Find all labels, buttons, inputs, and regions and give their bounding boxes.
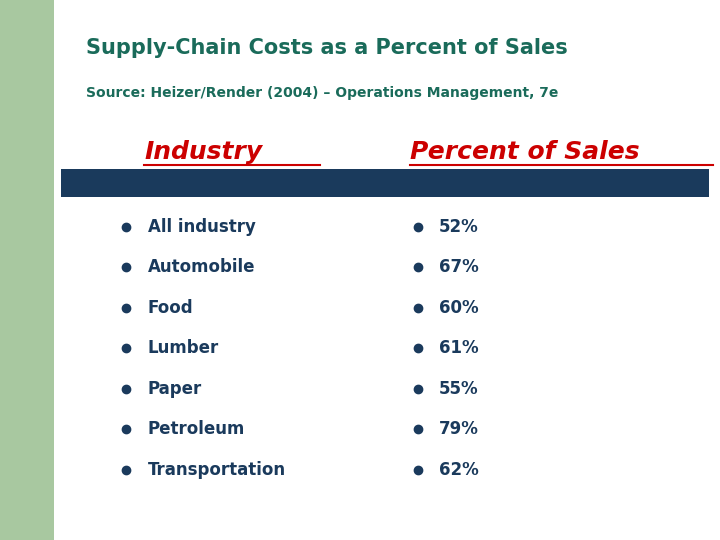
Text: 55%: 55% bbox=[439, 380, 479, 398]
Text: Lumber: Lumber bbox=[148, 339, 219, 357]
Text: 62%: 62% bbox=[439, 461, 479, 479]
Text: 60%: 60% bbox=[439, 299, 479, 317]
FancyBboxPatch shape bbox=[0, 0, 54, 540]
Text: Percent of Sales: Percent of Sales bbox=[410, 140, 640, 164]
Text: Automobile: Automobile bbox=[148, 258, 255, 276]
FancyBboxPatch shape bbox=[61, 169, 709, 197]
Text: 52%: 52% bbox=[439, 218, 479, 236]
Text: All industry: All industry bbox=[148, 218, 256, 236]
Text: Industry: Industry bbox=[144, 140, 262, 164]
Text: Source: Heizer/Render (2004) – Operations Management, 7e: Source: Heizer/Render (2004) – Operation… bbox=[86, 86, 559, 100]
Text: 79%: 79% bbox=[439, 420, 479, 438]
Text: Paper: Paper bbox=[148, 380, 202, 398]
Text: Petroleum: Petroleum bbox=[148, 420, 245, 438]
Text: 67%: 67% bbox=[439, 258, 479, 276]
Text: Food: Food bbox=[148, 299, 193, 317]
Text: Supply-Chain Costs as a Percent of Sales: Supply-Chain Costs as a Percent of Sales bbox=[86, 38, 568, 58]
Text: 61%: 61% bbox=[439, 339, 479, 357]
Text: Transportation: Transportation bbox=[148, 461, 286, 479]
